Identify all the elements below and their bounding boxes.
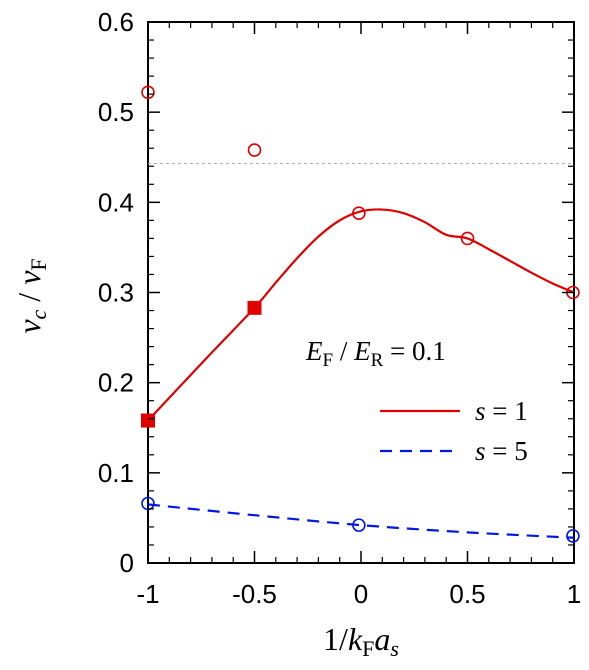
annotation-text: EF / ER = 0.1 [305, 336, 446, 371]
plot-frame [147, 21, 575, 564]
series-line-s1 [147, 208, 575, 422]
open-circle-marker-s1 [460, 231, 475, 246]
y-tick-label: 0.3 [98, 278, 134, 308]
legend-label-s5: s = 5 [475, 436, 528, 466]
y-tick-label: 0.4 [98, 187, 134, 217]
y-axis-title-slash: / [11, 285, 47, 310]
series-line-s5 [147, 503, 575, 539]
y-tick-label: 0.2 [98, 368, 134, 398]
legend-s5-s: s [475, 436, 486, 466]
x-axis-title-F: F [362, 636, 374, 661]
legend-s1-eq: = 1 [486, 396, 528, 426]
annotation-F-sub: F [323, 350, 334, 371]
x-axis-title: 1/kFas [323, 621, 399, 661]
filled-square-marker-s1 [247, 300, 262, 315]
annotation-E2: E [353, 336, 371, 366]
data-markers [141, 85, 580, 543]
x-axis-title-s: s [390, 636, 399, 661]
open-circle-marker-s1 [247, 143, 262, 157]
y-axis-title-c: c [26, 309, 51, 319]
y-axis-title: vc / vF [11, 258, 51, 333]
filled-square-marker-s1 [141, 413, 155, 428]
x-axis-title-k: k [348, 621, 363, 657]
x-axis-title-1: 1/ [323, 621, 348, 657]
y-axis-title-v2: v [11, 270, 47, 285]
legend-label-s1: s = 1 [475, 396, 528, 426]
y-tick-label: 0.1 [98, 458, 134, 488]
y-axis-title-v: v [11, 319, 47, 334]
annotation-R-sub: R [371, 350, 384, 371]
legend-s5-eq: = 5 [486, 436, 528, 466]
axis-ticks: -1 -0.5 0 0.5 1 0 0.1 0.2 0.3 0.4 0.5 0.6 [98, 7, 581, 609]
x-tick-label: -0.5 [232, 579, 277, 609]
legend: s = 1 s = 5 [380, 396, 528, 466]
x-tick-label: 0 [354, 579, 368, 609]
y-tick-label: 0.6 [98, 7, 134, 37]
x-axis-title-a: a [374, 621, 390, 657]
x-tick-label: 1 [567, 579, 581, 609]
open-circle-marker-s5 [566, 529, 580, 543]
annotation-slash: / [333, 336, 354, 366]
plot-border [147, 21, 575, 564]
x-tick-label: -1 [136, 579, 159, 609]
annotation-equals: = 0.1 [383, 336, 445, 366]
open-circle-marker-s5 [352, 518, 366, 532]
x-tick-label: 0.5 [449, 579, 485, 609]
y-tick-label: 0.5 [98, 97, 134, 127]
open-circle-marker-s1 [352, 206, 366, 220]
series-lines [147, 208, 575, 539]
y-tick-label: 0 [120, 548, 134, 578]
open-circle-marker-s1 [141, 85, 155, 100]
legend-s1-s: s [475, 396, 486, 426]
y-axis-title-F: F [26, 258, 51, 270]
annotation-E: E [305, 336, 323, 366]
